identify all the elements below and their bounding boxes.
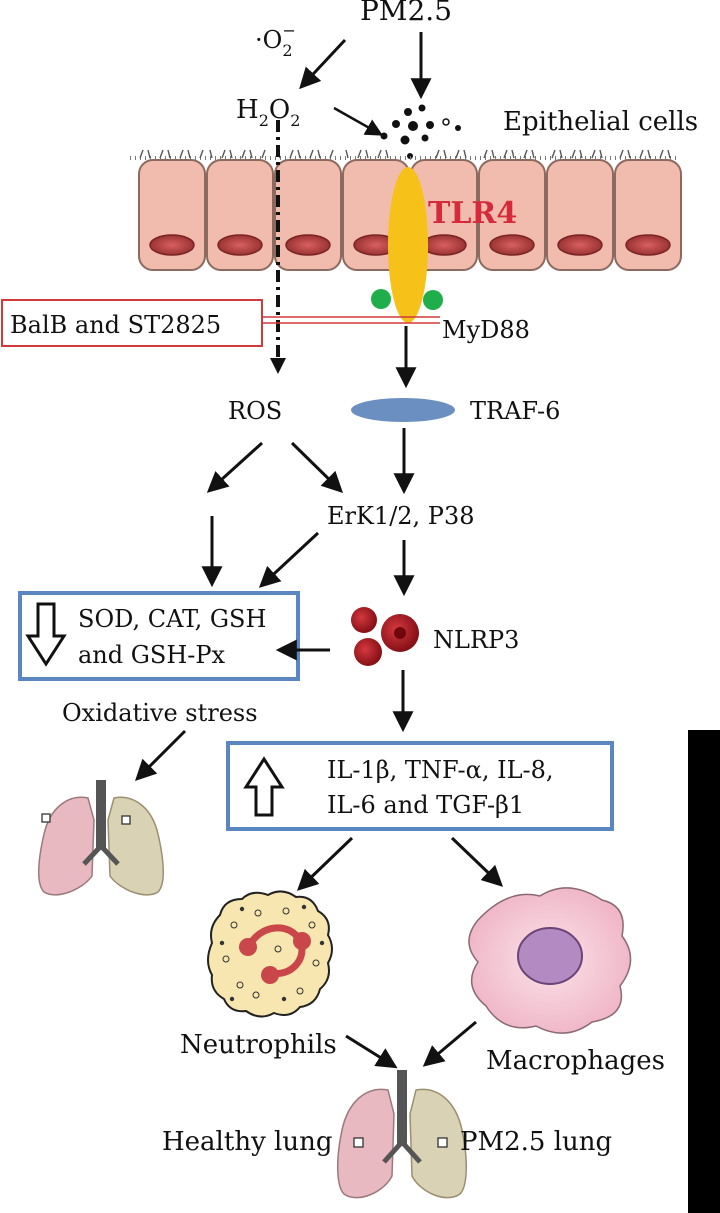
pm25-top-label: PM2.5 [360,0,452,27]
cytokines-line1: IL-1β, TNF-α, IL-8, [327,756,554,784]
neutrophils-label: Neutrophils [180,1030,337,1060]
nlrp3-icon [351,607,419,666]
ros-arrowhead [270,358,286,374]
down-hollow-arrow-icon [25,602,67,667]
arrow-erk-to-antioxidants [258,531,320,588]
arrow-superoxide-to-h2o2 [299,38,347,90]
antioxidants-line2: and GSH-Px [78,641,226,669]
side-bar [688,730,720,1213]
nlrp3-label: NLRP3 [433,626,519,654]
arrow-oxidative-stress-to-lung [135,729,187,781]
lung-icon [38,780,164,896]
antioxidants-line1: SOD, CAT, GSH [78,605,266,633]
pm25-lung-label: PM2.5 lung [460,1127,612,1157]
oxidative-stress-label: Oxidative stress [62,699,258,727]
traf6-shape [351,398,455,422]
antioxidant-box [18,591,300,681]
myd88-dot-right [423,290,443,310]
arrow-ros-left [206,441,264,493]
myd88-label: MyD88 [442,316,530,344]
lung-icon [336,1070,468,1199]
arrow-h2o2-to-particles [333,106,384,136]
up-hollow-arrow-icon [243,756,285,817]
arrow-cytokines-to-macrophages [450,836,504,887]
h2o2-label: H2O2 [236,95,300,130]
macrophages-label: Macrophages [486,1046,665,1076]
arrow-cytokines-to-neutrophils [296,836,354,891]
inhibitor-label: BalB and ST2825 [10,311,221,339]
pm25-particles [380,104,461,159]
erk-label: ErK1/2, P38 [327,502,475,530]
macrophage-icon [468,887,632,1034]
ros-label: ROS [228,397,282,425]
epithelial-layer [130,149,682,271]
superoxide-label: ·O2− [255,21,296,60]
healthy-lung-label: Healthy lung [162,1127,332,1157]
cytokines-line2: IL-6 and TGF-β1 [327,791,524,819]
tlr4-receptor [388,167,428,323]
arrow-ros-to-erk [290,441,344,493]
arrow-macrophages-to-lung [422,1020,477,1067]
neutrophil-icon [207,890,333,1018]
tlr4-label: TLR4 [428,196,517,231]
arrow-neutrophils-to-lung [345,1034,398,1069]
cytokine-box [226,741,614,831]
epithelial-cells-label: Epithelial cells [503,107,698,137]
traf6-label: TRAF-6 [470,397,560,425]
myd88-dot-left [371,289,391,309]
